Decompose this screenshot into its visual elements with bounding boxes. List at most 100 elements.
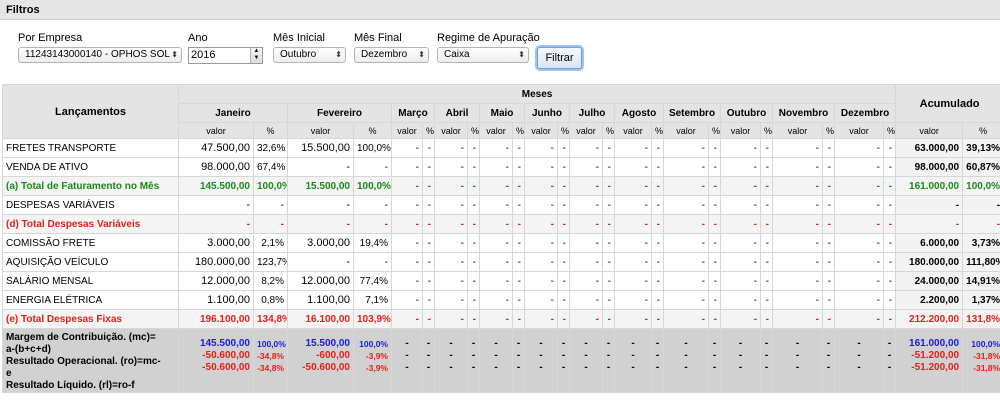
month-valor-empty: - <box>834 138 884 158</box>
valor-subheader: valor <box>895 122 964 139</box>
summary-dash: - <box>584 362 588 373</box>
acumulado-pct: 100,0% <box>962 176 1000 196</box>
header-row-subcols: valor% valor% valor% valor% valor% valor% valo… <box>3 122 1000 139</box>
summary-dash: - <box>405 350 409 361</box>
month-pct-empty: - <box>822 176 835 196</box>
summary-dash: - <box>426 338 431 349</box>
pct-subheader: % <box>651 122 664 139</box>
summary-dash: - <box>494 338 498 349</box>
ano-input[interactable]: 2016 ▲ ▼ <box>188 47 263 64</box>
ro-acumulado-pct: -31,8% <box>973 351 1000 361</box>
month-pct-empty: - <box>651 214 664 234</box>
ro-janeiro-valor: -50.600,00 <box>202 350 250 361</box>
lancamentos-header: Lançamentos <box>2 84 179 139</box>
summary-empty: --- <box>663 328 709 393</box>
janeiro-pct: 123,7% <box>253 252 288 272</box>
month-pct-empty: - <box>822 252 835 272</box>
month-valor-empty: - <box>434 290 468 310</box>
month-valor-empty: - <box>772 195 823 215</box>
month-pct-empty: - <box>708 252 721 272</box>
month-valor-empty: - <box>479 214 513 234</box>
month-valor-empty: - <box>524 214 558 234</box>
month-pct-empty: - <box>557 290 570 310</box>
empresa-select[interactable]: 11243143000140 - OPHOS SOL ⬍ <box>18 47 182 63</box>
month-valor-empty: - <box>479 271 513 291</box>
month-header: Junho <box>524 103 570 123</box>
summary-dash: - <box>606 362 611 373</box>
month-pct-empty: - <box>708 271 721 291</box>
summary-dash: - <box>584 338 588 349</box>
filter-button[interactable]: Filtrar <box>537 47 582 69</box>
summary-dash: - <box>795 338 800 349</box>
fevereiro-pct: - <box>353 195 392 215</box>
acumulado-pct: 60,87% <box>962 157 1000 177</box>
table-row: FRETES TRANSPORTE 47.500,00 32,6% 15.500,00… <box>2 138 1000 158</box>
mes-inicial-select[interactable]: Outubro ⬍ <box>273 47 346 63</box>
fevereiro-pct: - <box>353 252 392 272</box>
month-valor-empty: - <box>391 195 423 215</box>
mes-final-filter: Mês Final Dezembro ⬍ <box>354 32 429 63</box>
month-pct-empty: - <box>882 195 897 215</box>
summary-dash: - <box>826 338 831 349</box>
month-pct-empty: - <box>760 195 773 215</box>
summary-dash: - <box>471 338 476 349</box>
month-valor-empty: - <box>434 157 468 177</box>
valor-subheader: valor <box>178 122 254 139</box>
month-valor-empty: - <box>720 309 761 329</box>
regime-label: Regime de Apuração <box>437 32 540 44</box>
month-valor-empty: - <box>772 176 823 196</box>
summary-dash: - <box>738 350 743 361</box>
spinner-icon[interactable]: ▲ ▼ <box>250 48 262 63</box>
month-valor-empty: - <box>614 290 652 310</box>
month-valor-empty: - <box>720 138 761 158</box>
regime-value: Caixa <box>444 49 470 60</box>
month-valor-empty: - <box>524 309 558 329</box>
summary-dash: - <box>494 362 498 373</box>
month-pct-empty: - <box>651 157 664 177</box>
month-header: Outubro <box>720 103 773 123</box>
summary-empty: --- <box>467 328 480 393</box>
fevereiro-pct: - <box>353 157 392 177</box>
month-valor-empty: - <box>614 214 652 234</box>
month-valor-empty: - <box>614 176 652 196</box>
month-pct-empty: - <box>822 271 835 291</box>
ro-fevereiro-valor: -600,00 <box>316 350 350 361</box>
month-pct-empty: - <box>708 233 721 253</box>
valor-subheader: valor <box>569 122 603 139</box>
month-header: Julho <box>569 103 615 123</box>
janeiro-valor: 196.100,00 <box>178 309 254 329</box>
summary-label-line: Margem de Contribuição. (mc)= <box>6 332 156 343</box>
month-header: Fevereiro <box>287 103 392 123</box>
acumulado-valor: 180.000,00 <box>895 252 964 272</box>
rl-janeiro-valor: -50.600,00 <box>202 362 250 373</box>
month-pct-empty: - <box>760 138 773 158</box>
month-pct-empty: - <box>512 271 525 291</box>
month-valor-empty: - <box>391 214 423 234</box>
summary-dash: - <box>712 362 717 373</box>
regime-select[interactable]: Caixa ⬍ <box>437 47 529 63</box>
mes-final-select[interactable]: Dezembro ⬍ <box>354 47 429 63</box>
month-pct-empty: - <box>822 233 835 253</box>
row-label: VENDA DE ATIVO <box>2 157 179 177</box>
filters-panel-title: Filtros <box>0 0 1000 20</box>
month-valor-empty: - <box>834 252 884 272</box>
fevereiro-valor: 12.000,00 <box>287 271 354 291</box>
valor-subheader: valor <box>720 122 761 139</box>
month-valor-empty: - <box>524 233 558 253</box>
month-valor-empty: - <box>834 214 884 234</box>
janeiro-valor: 1.100,00 <box>178 290 254 310</box>
valor-subheader: valor <box>434 122 468 139</box>
summary-dash: - <box>405 338 409 349</box>
fevereiro-valor: 15.500,00 -600,00 -50.600,00 <box>287 328 354 393</box>
ro-janeiro-pct: -34,8% <box>257 351 284 361</box>
month-valor-empty: - <box>772 271 823 291</box>
summary-dash: - <box>494 350 498 361</box>
summary-labels: Margem de Contribuição. (mc)= a-(b+c+d) Re… <box>2 328 179 393</box>
month-valor-empty: - <box>614 138 652 158</box>
summary-empty: --- <box>772 328 823 393</box>
pct-subheader: % <box>708 122 721 139</box>
summary-dash: - <box>826 362 831 373</box>
month-pct-empty: - <box>760 290 773 310</box>
month-valor-empty: - <box>434 233 468 253</box>
month-pct-empty: - <box>708 138 721 158</box>
